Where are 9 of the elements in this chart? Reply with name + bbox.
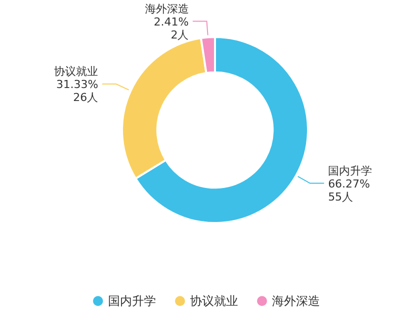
data-label: 31.33% 26人 — [56, 78, 98, 104]
legend-label: 协议就业 — [190, 294, 238, 308]
slice-label: 海外深造 — [144, 2, 189, 16]
slice-label: 协议就业 — [54, 65, 98, 78]
data-label: 2.41% 2人 — [154, 15, 189, 42]
legend-label: 国内升学 — [108, 294, 156, 308]
slice-label: 国内升学 — [328, 164, 372, 178]
data-label: 66.27% 55人 — [328, 177, 370, 204]
legend-label: 海外深造 — [272, 294, 320, 308]
